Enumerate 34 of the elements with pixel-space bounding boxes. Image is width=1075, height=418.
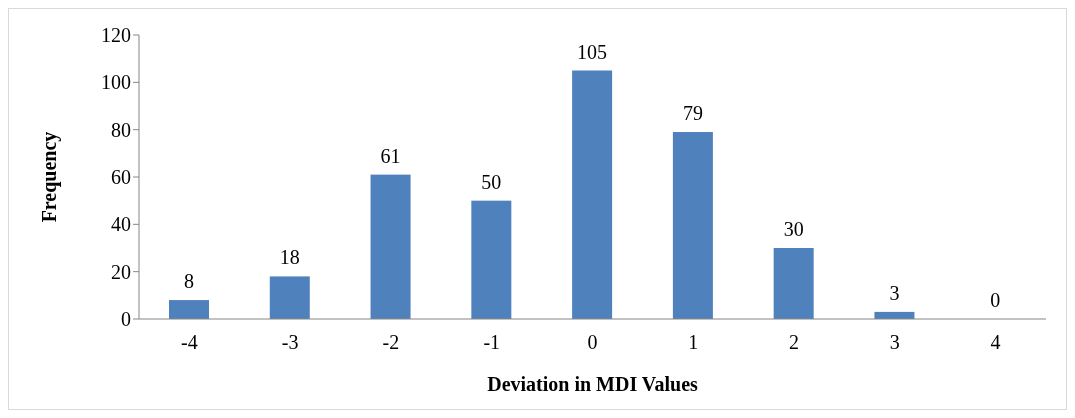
bar (169, 300, 209, 319)
y-tick-label: 100 (101, 71, 131, 94)
data-label: 3 (889, 281, 900, 304)
x-axis-title: Deviation in MDI Values (487, 373, 699, 395)
data-label: 8 (184, 270, 194, 293)
x-tick-label: -2 (382, 331, 400, 354)
x-tick-label: 0 (587, 331, 598, 354)
y-tick-label: 20 (111, 260, 131, 283)
y-tick-label: 120 (101, 24, 131, 47)
data-label: 50 (481, 170, 502, 193)
data-label: 18 (279, 246, 300, 269)
x-tick-label: -3 (281, 331, 299, 354)
y-tick-label: 0 (121, 308, 131, 331)
bar (672, 132, 713, 319)
x-tick-label: 1 (688, 331, 699, 354)
data-label: 61 (380, 144, 401, 167)
data-label: 30 (783, 218, 804, 240)
bar (572, 70, 613, 319)
bar (370, 174, 411, 319)
x-tick-label: 2 (789, 331, 800, 354)
data-label: 0 (990, 289, 1001, 311)
x-tick-label: -4 (181, 331, 198, 354)
bar (269, 276, 310, 319)
x-tick-label: -1 (483, 331, 501, 354)
data-label: 79 (682, 102, 703, 125)
data-label: 105 (577, 40, 608, 63)
y-tick-label: 60 (111, 166, 131, 189)
y-tick-label: 40 (111, 213, 131, 236)
bar (471, 200, 512, 319)
y-axis-title: Frequency (38, 131, 62, 223)
x-tick-label: 3 (889, 331, 900, 354)
x-tick-label: 4 (990, 331, 1001, 354)
y-tick-label: 80 (111, 118, 131, 141)
bar (773, 248, 814, 319)
